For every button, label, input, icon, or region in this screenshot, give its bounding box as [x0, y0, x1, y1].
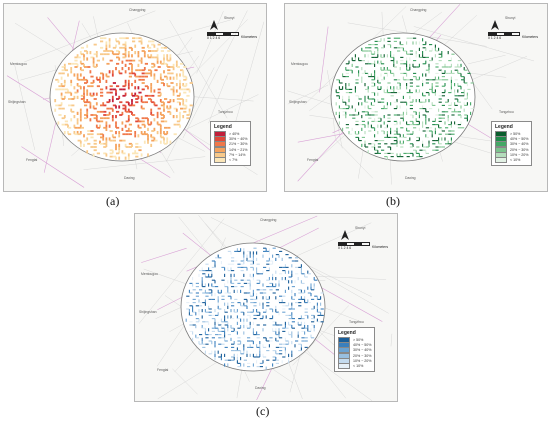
map-c-canvas: [138, 215, 393, 401]
map-panel-b: Changping Shunyi Mentougou Shijingshan F…: [284, 3, 548, 192]
legend-label: 40% ~ 50%: [353, 342, 372, 347]
scale-bar: 0 1 2 4 6: [207, 32, 239, 40]
scale-bar: 0 1 2 4 6: [338, 242, 370, 250]
caption-a: (a): [106, 194, 120, 208]
legend-label: < 7%: [229, 158, 238, 163]
scale-ticks: 0 1 2 4 6: [488, 36, 502, 40]
legend-swatch: [214, 157, 226, 164]
legend-label: > 50%: [353, 337, 364, 342]
north-arrow-icon: [210, 20, 218, 30]
place-label: Daxing: [405, 176, 416, 180]
place-label: Fengtai: [307, 158, 319, 162]
legend-label: < 10%: [353, 364, 364, 369]
scale-ticks: 0 1 2 4 6: [207, 36, 221, 40]
place-label: Mentougou: [291, 62, 308, 66]
north-arrow-icon: [341, 230, 349, 240]
legend-label: 30% ~ 40%: [353, 348, 372, 353]
legend-title: Legend: [495, 124, 513, 130]
north-arrow-icon: [491, 20, 499, 30]
caption-b: (b): [386, 194, 400, 208]
scale-unit: Kilometers: [522, 35, 539, 39]
legend-label: 30% ~ 40%: [510, 142, 529, 147]
place-label: Daxing: [255, 386, 266, 390]
legend-label: 14% ~ 21%: [229, 147, 248, 152]
place-label: Changping: [410, 8, 427, 12]
place-label: Shijingshan: [289, 100, 307, 104]
legend-label: 40% ~ 50%: [510, 136, 529, 141]
place-label: Fengtai: [157, 368, 169, 372]
legend-a: Legend > 40% 30% ~ 40% 21% ~ 30% 14% ~ 2…: [210, 121, 252, 166]
legend-label: > 50%: [510, 131, 521, 136]
legend-label: > 40%: [229, 131, 240, 136]
place-label: Tongzhou: [218, 110, 233, 114]
legend-label: < 10%: [510, 158, 521, 163]
place-label: Shijingshan: [139, 310, 157, 314]
map-a-canvas: [6, 10, 265, 188]
legend-b: Legend > 50% 40% ~ 50% 30% ~ 40% 20% ~ 3…: [491, 121, 533, 166]
north-arrow: [341, 227, 349, 245]
scale-unit: Kilometers: [241, 35, 258, 39]
legend-label: 10% ~ 20%: [353, 358, 372, 363]
place-label: Shunyi: [224, 16, 235, 20]
legend-label: 10% ~ 20%: [510, 152, 529, 157]
legend-c: Legend > 50% 40% ~ 50% 30% ~ 40% 20% ~ 3…: [334, 327, 376, 372]
legend-label: 20% ~ 30%: [510, 147, 529, 152]
map-b-canvas: [287, 4, 535, 185]
place-label: Shunyi: [355, 226, 366, 230]
map-panel-c: Changping Shunyi Mentougou Shijingshan F…: [134, 213, 398, 402]
legend-swatch: [338, 363, 350, 370]
legend-title: Legend: [214, 124, 232, 130]
street-segments: [335, 37, 474, 160]
ring-boundary: [49, 32, 195, 162]
caption-c: (c): [256, 404, 270, 418]
place-label: Shijingshan: [8, 100, 26, 104]
street-segments: [54, 37, 193, 160]
scale-ticks: 0 1 2 4 6: [338, 246, 352, 250]
place-label: Changping: [260, 218, 277, 222]
legend-label: 21% ~ 30%: [229, 142, 248, 147]
map-panel-a: Changping Shunyi Mentougou Shijingshan F…: [3, 3, 267, 192]
place-label: Daxing: [124, 176, 135, 180]
legend-label: 20% ~ 30%: [353, 353, 372, 358]
legend-swatch: [495, 157, 507, 164]
legend-label: 7% ~ 14%: [229, 152, 246, 157]
place-label: Changping: [129, 8, 146, 12]
street-segments: [185, 247, 324, 370]
place-label: Mentougou: [10, 62, 27, 66]
scale-bar: 0 1 2 4 6: [488, 32, 520, 40]
place-label: Fengtai: [26, 158, 38, 162]
legend-label: 30% ~ 40%: [229, 136, 248, 141]
legend-title: Legend: [338, 330, 356, 336]
place-label: Tongzhou: [349, 320, 364, 324]
ring-boundary: [180, 242, 326, 372]
north-arrow: [491, 17, 499, 35]
scale-unit: Kilometers: [372, 245, 389, 249]
place-label: Mentougou: [141, 272, 158, 276]
place-label: Tongzhou: [499, 110, 514, 114]
place-label: Shunyi: [505, 16, 516, 20]
north-arrow: [210, 17, 218, 35]
